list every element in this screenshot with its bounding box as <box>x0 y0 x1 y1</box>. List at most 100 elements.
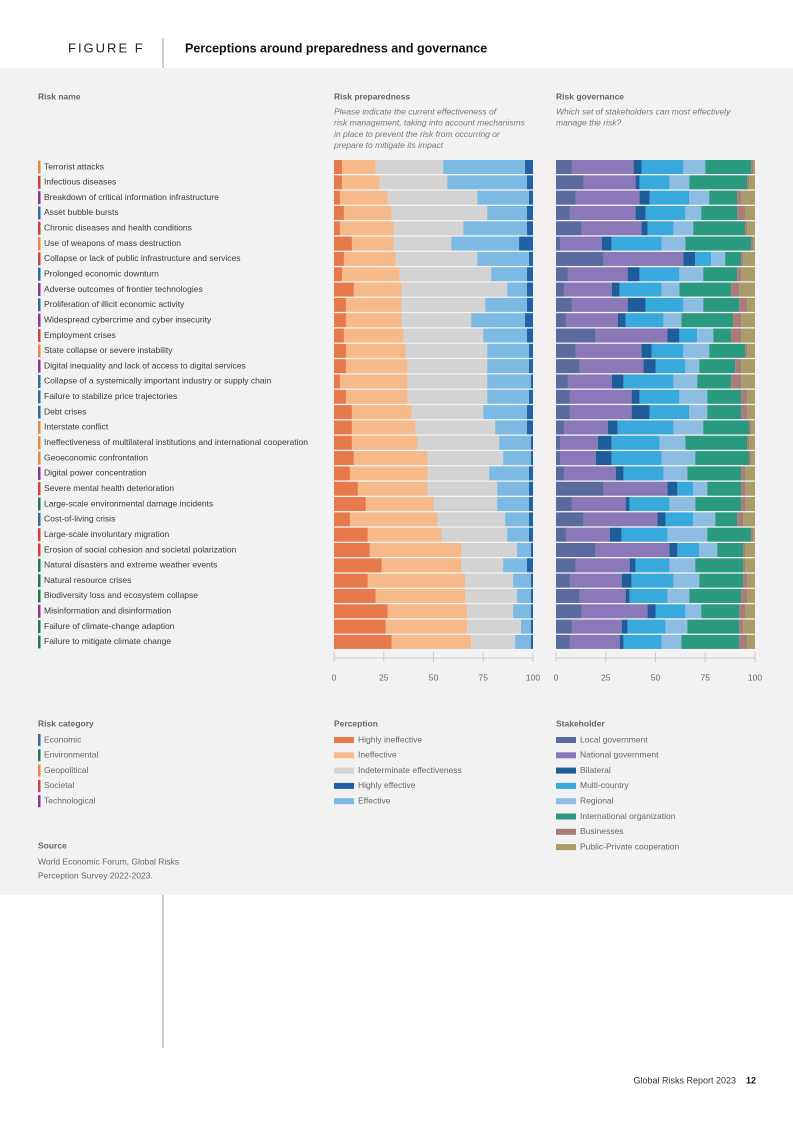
bar-segment <box>556 328 596 343</box>
bar-segment <box>559 435 598 450</box>
risk-name: Prolonged economic downturn <box>44 268 159 278</box>
bar-segment <box>497 497 530 512</box>
bar-segment <box>753 236 755 251</box>
bar-segment <box>689 175 748 190</box>
bar-segment <box>517 588 532 603</box>
x-tick-label: 75 <box>479 672 489 682</box>
bar-segment <box>497 481 530 496</box>
bar-segment <box>461 543 518 557</box>
bar-segment <box>651 343 684 358</box>
legend-label: International organization <box>580 811 676 821</box>
legend-label: Highly effective <box>358 780 416 790</box>
bar-segment <box>609 527 622 542</box>
risk-name: Collapse or lack of public infrastructur… <box>44 253 241 263</box>
legend-title: Perception <box>334 718 378 728</box>
bar-segment <box>407 389 488 404</box>
bar-segment <box>353 282 402 297</box>
legend-title: Stakeholder <box>556 718 605 728</box>
bar-segment <box>441 527 508 542</box>
bar-segment <box>741 405 748 420</box>
bar-segment <box>673 221 694 236</box>
legend-label: Regional <box>580 795 614 805</box>
bar-segment <box>334 527 368 542</box>
risk-name: Natural resource crises <box>44 575 131 585</box>
risk-name: Asset bubble bursts <box>44 207 119 217</box>
bar-segment <box>695 558 744 573</box>
bar-segment <box>611 374 624 389</box>
bar-segment <box>747 389 755 404</box>
bar-segment <box>661 236 686 251</box>
category-marker <box>38 620 41 634</box>
bar-segment <box>517 543 532 557</box>
bar-segment <box>556 435 560 450</box>
bar-segment <box>677 481 694 496</box>
bar-segment <box>391 205 488 220</box>
bar-segment <box>595 328 668 343</box>
bar-segment <box>745 343 748 358</box>
bar-segment <box>751 420 755 435</box>
bar-segment <box>491 267 528 282</box>
bar-segment <box>567 267 628 282</box>
bar-segment <box>477 251 530 266</box>
bar-segment <box>641 160 684 174</box>
risk-name: Failure to mitigate climate change <box>44 636 171 646</box>
bar-segment <box>751 527 754 542</box>
bar-segment <box>743 619 755 634</box>
bar-segment <box>639 267 680 282</box>
bar-segment <box>556 573 570 588</box>
bar-segment <box>531 435 533 450</box>
bar-segment <box>345 343 406 358</box>
risk-name: Erosion of social cohesion and societal … <box>44 544 237 554</box>
chart-subtitle: in place to prevent the risk from occurr… <box>334 129 501 139</box>
risk-name: Collapse of a systemically important ind… <box>44 376 272 386</box>
chart-subtitle: risk management, taking into account mec… <box>334 118 526 128</box>
legend-label: Environmental <box>44 750 98 760</box>
bar-segment <box>375 588 466 603</box>
bar-segment <box>345 389 408 404</box>
bar-segment <box>621 573 632 588</box>
bar-segment <box>513 604 532 619</box>
risk-name: Employment crises <box>44 330 116 340</box>
bar-segment <box>407 374 488 389</box>
bar-segment <box>707 481 742 496</box>
category-marker <box>38 252 41 266</box>
bar-segment <box>695 451 750 466</box>
category-marker <box>38 405 41 419</box>
bar-segment <box>693 481 708 496</box>
chart-subtitle: prepare to mitigate its impact <box>333 140 444 150</box>
bar-segment <box>571 160 634 174</box>
bar-segment <box>529 190 533 205</box>
risk-name: Terrorist attacks <box>44 161 104 171</box>
bar-segment <box>745 558 755 573</box>
bar-segment <box>741 267 755 282</box>
bar-segment <box>437 512 506 527</box>
bar-segment <box>499 435 532 450</box>
bar-segment <box>334 466 350 481</box>
bar-segment <box>679 282 732 297</box>
bar-segment <box>525 313 533 328</box>
bar-segment <box>743 558 746 573</box>
risk-name: Use of weapons of mass destruction <box>44 238 181 248</box>
bar-segment <box>395 251 478 266</box>
bar-segment <box>387 190 478 205</box>
legend-label: Indeterminate effectiveness <box>358 765 462 775</box>
bar-segment <box>645 205 686 220</box>
bar-segment <box>745 497 755 512</box>
bar-segment <box>556 481 604 496</box>
legend-label: Ineffective <box>358 750 397 760</box>
bar-segment <box>611 435 660 450</box>
bar-segment <box>556 374 568 389</box>
bar-segment <box>687 466 742 481</box>
bar-segment <box>621 619 628 634</box>
bar-segment <box>745 604 755 619</box>
bar-segment <box>739 619 744 634</box>
bar-segment <box>579 588 626 603</box>
bar-segment <box>487 374 532 389</box>
bar-segment <box>334 588 376 603</box>
bar-segment <box>731 282 740 297</box>
legend-label: Societal <box>44 780 74 790</box>
bar-segment <box>707 527 752 542</box>
bar-segment <box>569 405 632 420</box>
bar-segment <box>641 221 648 236</box>
bar-segment <box>471 634 516 649</box>
